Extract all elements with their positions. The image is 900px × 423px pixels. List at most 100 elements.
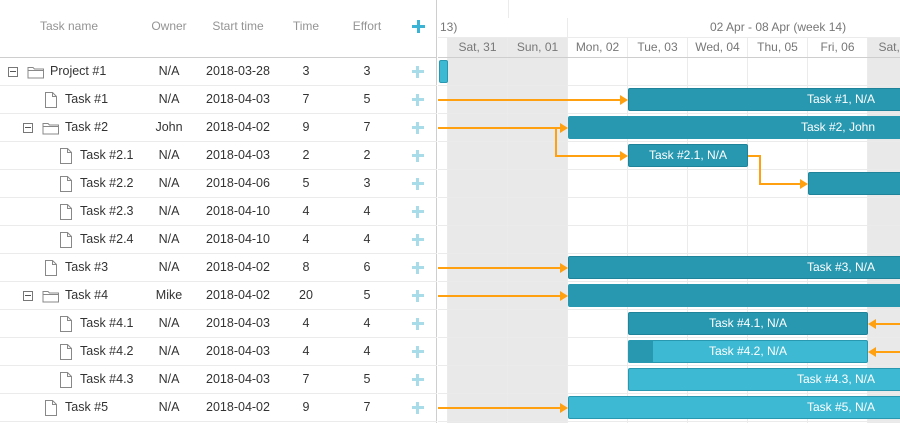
task-bar[interactable] bbox=[568, 284, 900, 307]
task-start-time: 2018-04-03 bbox=[206, 92, 270, 106]
column-header-start-time[interactable]: Start time bbox=[212, 19, 264, 33]
task-row[interactable]: Task #2.4 N/A 2018-04-10 4 4 bbox=[0, 226, 437, 254]
grid-header: Task name Owner Start time Time Effort bbox=[0, 0, 437, 58]
task-effort: 3 bbox=[363, 176, 371, 190]
task-name[interactable]: Task #2 bbox=[65, 120, 109, 134]
task-start-time: 2018-03-28 bbox=[206, 64, 270, 78]
task-duration: 4 bbox=[302, 232, 310, 246]
file-icon bbox=[59, 316, 73, 335]
task-name[interactable]: Task #4.2 bbox=[80, 344, 134, 358]
task-bar[interactable]: Task #3, N/A bbox=[568, 256, 900, 279]
task-effort: 5 bbox=[363, 92, 371, 106]
task-bar[interactable]: Task #4.3, N/A bbox=[628, 368, 900, 391]
folder-icon bbox=[27, 65, 45, 82]
task-bar-label: Task #4.3, N/A bbox=[796, 372, 875, 386]
file-icon bbox=[59, 372, 73, 391]
add-subtask-icon[interactable] bbox=[408, 86, 428, 113]
task-name[interactable]: Task #4 bbox=[65, 288, 109, 302]
task-owner: John bbox=[155, 120, 183, 134]
task-row[interactable]: Task #5 N/A 2018-04-02 9 7 bbox=[0, 394, 437, 422]
column-header-time[interactable]: Time bbox=[292, 19, 320, 33]
file-icon bbox=[59, 148, 73, 167]
task-name[interactable]: Task #1 bbox=[65, 92, 109, 106]
task-bar[interactable]: Task #2.1, N/A bbox=[628, 144, 748, 167]
task-name[interactable]: Task #2.2 bbox=[80, 176, 134, 190]
add-subtask-icon[interactable] bbox=[408, 310, 428, 337]
task-owner: N/A bbox=[158, 204, 180, 218]
task-row[interactable]: Task #1 N/A 2018-04-03 7 5 bbox=[0, 86, 437, 114]
progress-fill[interactable] bbox=[629, 341, 653, 362]
add-subtask-icon[interactable] bbox=[408, 170, 428, 197]
task-row[interactable]: Task #4.1 N/A 2018-04-03 4 4 bbox=[0, 310, 437, 338]
add-subtask-icon[interactable] bbox=[408, 114, 428, 141]
task-effort: 2 bbox=[363, 148, 371, 162]
file-icon bbox=[59, 232, 73, 251]
task-grid: Task name Owner Start time Time Effort P… bbox=[0, 0, 437, 423]
collapse-toggle-icon[interactable] bbox=[23, 291, 33, 301]
add-subtask-icon[interactable] bbox=[408, 366, 428, 393]
add-subtask-icon[interactable] bbox=[408, 394, 428, 421]
add-subtask-icon[interactable] bbox=[408, 338, 428, 365]
task-bar[interactable] bbox=[808, 172, 900, 195]
day-column bbox=[808, 58, 868, 423]
task-owner: N/A bbox=[158, 232, 180, 246]
task-row[interactable]: Project #1 N/A 2018-03-28 3 3 bbox=[0, 58, 437, 86]
task-name[interactable]: Task #5 bbox=[65, 400, 109, 414]
column-header-effort[interactable]: Effort bbox=[352, 19, 382, 33]
task-row[interactable]: Task #4 Mike 2018-04-02 20 5 bbox=[0, 282, 437, 310]
collapse-toggle-icon[interactable] bbox=[8, 67, 18, 77]
day-header: Sun, 01 bbox=[508, 38, 568, 57]
add-subtask-icon[interactable] bbox=[408, 58, 428, 85]
task-owner: N/A bbox=[158, 344, 180, 358]
chart-row bbox=[438, 142, 900, 170]
task-bar[interactable]: Task #5, N/A bbox=[568, 396, 900, 419]
task-row[interactable]: Task #2 John 2018-04-02 9 7 bbox=[0, 114, 437, 142]
add-task-header-icon[interactable] bbox=[408, 0, 428, 57]
task-duration: 3 bbox=[302, 64, 310, 78]
task-bar[interactable]: Task #4.2, N/A bbox=[628, 340, 868, 363]
task-name[interactable]: Task #3 bbox=[65, 260, 109, 274]
task-row[interactable]: Task #4.2 N/A 2018-04-03 4 4 bbox=[0, 338, 437, 366]
day-header: Mon, 02 bbox=[568, 38, 628, 57]
task-name[interactable]: Task #4.1 bbox=[80, 316, 134, 330]
add-subtask-icon[interactable] bbox=[408, 198, 428, 225]
task-row[interactable]: Task #2.3 N/A 2018-04-10 4 4 bbox=[0, 198, 437, 226]
task-bar[interactable]: Task #4.1, N/A bbox=[628, 312, 868, 335]
progress-fill[interactable] bbox=[569, 117, 900, 138]
task-effort: 5 bbox=[363, 372, 371, 386]
chart-row bbox=[438, 282, 900, 310]
task-duration: 20 bbox=[299, 288, 313, 302]
day-column bbox=[438, 58, 448, 423]
task-row[interactable]: Task #2.2 N/A 2018-04-06 5 3 bbox=[0, 170, 437, 198]
task-start-time: 2018-04-06 bbox=[206, 176, 270, 190]
add-subtask-icon[interactable] bbox=[408, 142, 428, 169]
task-bar-label: Task #2.1, N/A bbox=[648, 148, 728, 162]
task-start-time: 2018-04-02 bbox=[206, 288, 270, 302]
task-bar-label: Task #5, N/A bbox=[806, 400, 875, 414]
task-duration: 8 bbox=[302, 260, 310, 274]
task-name[interactable]: Project #1 bbox=[50, 64, 107, 78]
task-bar-label: Task #4.1, N/A bbox=[708, 316, 788, 330]
day-column bbox=[508, 58, 568, 423]
task-row[interactable]: Task #4.3 N/A 2018-04-03 7 5 bbox=[0, 366, 437, 394]
task-name[interactable]: Task #2.4 bbox=[80, 232, 134, 246]
task-bar[interactable] bbox=[439, 60, 448, 83]
task-name[interactable]: Task #4.3 bbox=[80, 372, 134, 386]
column-header-owner[interactable]: Owner bbox=[151, 19, 187, 33]
task-name[interactable]: Task #2.3 bbox=[80, 204, 134, 218]
task-bar[interactable]: Task #2, John bbox=[568, 116, 900, 139]
task-bar[interactable]: Task #1, N/A bbox=[628, 88, 900, 111]
add-subtask-icon[interactable] bbox=[408, 226, 428, 253]
task-row[interactable]: Task #2.1 N/A 2018-04-03 2 2 bbox=[0, 142, 437, 170]
add-subtask-icon[interactable] bbox=[408, 254, 428, 281]
collapse-toggle-icon[interactable] bbox=[23, 123, 33, 133]
day-scale: Sat, 31 Sun, 01 Mon, 02 Tue, 03 Wed, 04 Thu, … bbox=[438, 38, 900, 58]
column-header-task-name[interactable]: Task name bbox=[39, 19, 99, 33]
day-column bbox=[748, 58, 808, 423]
progress-fill[interactable] bbox=[569, 285, 900, 306]
week-scale: 13) 02 Apr - 08 Apr (week 14) bbox=[438, 0, 900, 38]
task-name[interactable]: Task #2.1 bbox=[80, 148, 134, 162]
day-header: Sat, 31 bbox=[448, 38, 508, 57]
task-row[interactable]: Task #3 N/A 2018-04-02 8 6 bbox=[0, 254, 437, 282]
add-subtask-icon[interactable] bbox=[408, 282, 428, 309]
